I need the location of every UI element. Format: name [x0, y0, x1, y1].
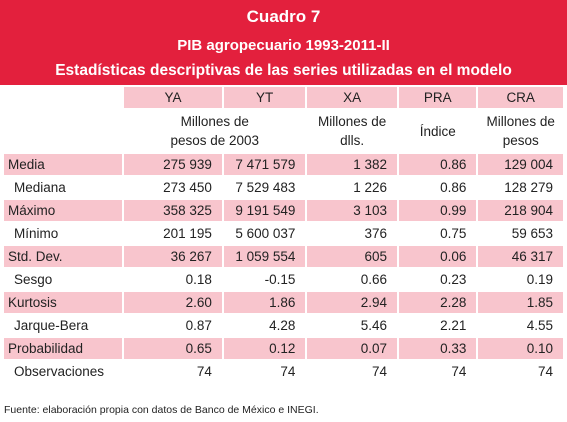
row-label: Media	[4, 154, 123, 175]
empty-cell	[4, 110, 122, 152]
value-cell: 5 600 037	[235, 226, 296, 241]
value-cell: 2.94	[307, 292, 397, 313]
description: Estadísticas descriptivas de las series …	[55, 62, 512, 79]
data-row: Observaciones 74 74 74 74 74	[4, 361, 563, 382]
value-cell: 36 267	[124, 246, 222, 267]
stats-table: YA YT XA PRA CRA Millones de pesos de 2003 Mil…	[2, 85, 565, 384]
value-cell: 74	[537, 364, 553, 379]
row-label: Kurtosis	[4, 292, 123, 313]
data-row: Máximo 358 325 9 191 549 3 103 0.99 218 904	[4, 200, 563, 221]
value-cell: -0.15	[264, 272, 296, 287]
value-cell: 218 904	[478, 200, 563, 221]
row-label: Observaciones	[14, 364, 105, 379]
value-cell: 0.18	[185, 272, 212, 287]
value-cell: 9 191 549	[223, 200, 306, 221]
value-cell: 5.46	[360, 318, 387, 333]
subtitle: PIB agropecuario 1993-2011-II	[177, 37, 390, 54]
value-cell: 275 939	[124, 154, 222, 175]
column-header: CRA	[478, 87, 563, 108]
value-cell: 128 279	[504, 180, 553, 195]
value-cell: 358 325	[124, 200, 222, 221]
value-cell: 4.28	[269, 318, 296, 333]
value-cell: 0.86	[399, 154, 477, 175]
value-cell: 1.86	[223, 292, 306, 313]
column-header: YA	[124, 87, 222, 108]
value-cell: 3 103	[307, 200, 397, 221]
value-cell: 0.99	[399, 200, 477, 221]
value-cell: 2.60	[124, 292, 222, 313]
unit-cell: Millones de pesos de 2003	[170, 114, 260, 148]
value-cell: 0.10	[478, 338, 563, 359]
value-cell: 46 317	[478, 246, 563, 267]
empty-cell	[4, 87, 122, 108]
data-row: Kurtosis 2.60 1.86 2.94 2.28 1.85	[4, 292, 563, 313]
value-cell: 0.23	[440, 272, 467, 287]
row-label: Sesgo	[14, 272, 53, 287]
row-label: Mediana	[14, 180, 66, 195]
value-cell: 59 653	[511, 226, 553, 241]
data-row: Mediana 273 450 7 529 483 1 226 0.86 128 279	[4, 177, 563, 198]
value-cell: 0.33	[399, 338, 477, 359]
value-cell: 0.66	[360, 272, 387, 287]
data-row: Sesgo 0.18 -0.15 0.66 0.23 0.19	[4, 269, 563, 290]
footer: Fuente: elaboración propia con datos de …	[4, 404, 319, 416]
row-label: Probabilidad	[4, 338, 123, 359]
value-cell: 273 450	[163, 180, 212, 195]
row-label: Std. Dev.	[4, 246, 123, 267]
value-cell: 1.85	[478, 292, 563, 313]
row-label: Mínimo	[14, 226, 59, 241]
value-cell: 0.12	[223, 338, 306, 359]
column-header: XA	[307, 87, 397, 108]
value-cell: 7 471 579	[223, 154, 306, 175]
value-cell: 74	[196, 364, 212, 379]
value-cell: 2.21	[440, 318, 467, 333]
value-cell: 7 529 483	[235, 180, 296, 195]
header-band: Cuadro 7 PIB agropecuario 1993-2011-II E…	[0, 0, 567, 85]
row-label: Máximo	[4, 200, 123, 221]
data-row: Media 275 939 7 471 579 1 382 0.86 129 004	[4, 154, 563, 175]
value-cell: 1 226	[353, 180, 387, 195]
value-cell: 0.65	[124, 338, 222, 359]
column-header: PRA	[399, 87, 477, 108]
header-row: YA YT XA PRA CRA	[4, 87, 563, 108]
value-cell: 4.55	[526, 318, 553, 333]
value-cell: 2.28	[399, 292, 477, 313]
value-cell: 0.06	[399, 246, 477, 267]
unit-cell: Índice	[419, 123, 456, 139]
data-row: Jarque-Bera 0.87 4.28 5.46 2.21 4.55	[4, 315, 563, 336]
value-cell: 201 195	[163, 226, 212, 241]
value-cell: 376	[364, 226, 387, 241]
value-cell: 74	[371, 364, 387, 379]
row-label: Jarque-Bera	[14, 318, 89, 333]
title: Cuadro 7	[246, 7, 321, 26]
data-row: Mínimo 201 195 5 600 037 376 0.75 59 653	[4, 223, 563, 244]
value-cell: 1 059 554	[223, 246, 306, 267]
value-cell: 605	[307, 246, 397, 267]
units-row: Millones de pesos de 2003 Millones de dll…	[4, 110, 563, 152]
value-cell: 0.87	[185, 318, 212, 333]
value-cell: 0.75	[440, 226, 467, 241]
value-cell: 0.86	[440, 180, 467, 195]
value-cell: 0.07	[307, 338, 397, 359]
value-cell: 74	[280, 364, 296, 379]
column-header: YT	[223, 87, 306, 108]
unit-cell: Millones de pesos	[486, 114, 555, 148]
value-cell: 129 004	[478, 154, 563, 175]
data-row: Probabilidad 0.65 0.12 0.07 0.33 0.10	[4, 338, 563, 359]
unit-cell: Millones de dlls.	[318, 114, 387, 148]
value-cell: 74	[451, 364, 467, 379]
value-cell: 1 382	[307, 154, 397, 175]
value-cell: 0.19	[526, 272, 553, 287]
data-row: Std. Dev. 36 267 1 059 554 605 0.06 46 317	[4, 246, 563, 267]
